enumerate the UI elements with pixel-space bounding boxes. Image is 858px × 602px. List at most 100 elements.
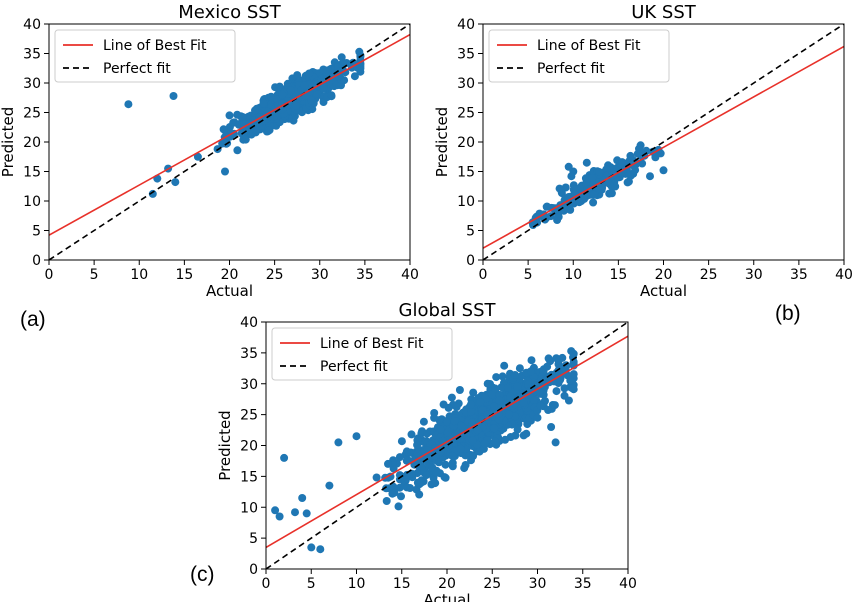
scatter-point [611,182,620,191]
perfect-fit-line [266,322,628,569]
scatter-point [316,545,325,554]
scatter-point [589,198,598,207]
scatter-point [291,101,300,110]
scatter-point [148,189,157,198]
scatter-point [543,362,552,371]
scatter-point [455,386,464,394]
scatter-point [169,92,178,100]
scatter-point [515,364,524,373]
scatter-point [265,126,274,134]
scatter-point [579,192,588,201]
scatter-point [501,435,510,444]
scatter-point [395,453,404,462]
y-tick-label: 5 [32,224,41,240]
scatter-point [434,458,443,467]
x-tick-label: 0 [262,576,271,592]
x-tick-label: 5 [307,576,316,592]
y-tick-label: 5 [466,224,475,240]
scatter-point [623,178,632,187]
scatter-series [528,141,668,229]
scatter-point [547,423,556,431]
x-tick-label: 20 [221,267,239,283]
y-tick-label: 35 [457,47,475,63]
scatter-point [300,81,309,90]
scatter-point [490,424,499,433]
scatter-point [402,456,411,465]
scatter-point [552,368,561,377]
scatter-point [221,167,229,176]
scatter-point [423,429,431,438]
chart-title: UK SST [631,2,697,23]
y-tick-label: 25 [457,106,475,122]
scatter-point [298,494,307,502]
y-tick-label: 0 [466,253,475,269]
scatter-point [564,396,573,405]
legend-label-best-fit: Line of Best Fit [320,336,424,352]
x-tick-label: 25 [700,267,718,283]
panel-label-c: (c) [190,563,215,586]
scatter-point [432,468,441,477]
y-tick-label: 10 [23,194,41,210]
x-tick-label: 10 [564,267,582,283]
y-tick-label: 0 [32,253,41,269]
x-tick-label: 10 [348,576,366,592]
scatter-point [467,407,476,416]
y-tick-label: 0 [249,562,258,578]
scatter-point [561,366,570,375]
y-axis-label: Predicted [433,107,451,177]
panel-mexico: 0 5 10 15 20 25 30 35 40 0 5 10 15 20 25 30 35 40 Mexico S… [0,2,419,300]
scatter-point [468,436,477,445]
scatter-point [500,361,509,370]
y-tick-label: 40 [240,315,258,331]
scatter-point [356,62,365,71]
scatter-point [441,473,450,482]
x-tick-label: 40 [835,267,853,283]
y-tick-label: 30 [240,377,258,393]
legend-box [271,327,453,381]
scatter-point [302,509,311,518]
scatter-point [259,99,268,108]
scatter-point [395,483,404,492]
y-tick-label: 20 [457,135,475,151]
scatter-point [659,166,668,175]
scatter-point [397,437,406,446]
scatter-point [550,401,559,410]
y-tick-label: 20 [23,135,41,151]
best-fit-line [49,33,410,236]
scatter-point [307,543,316,552]
scatter-point [511,431,520,440]
scatter-point [338,65,347,74]
scatter-point [490,402,498,411]
scatter-point [443,418,452,426]
panel-uk: 0 5 10 15 20 25 30 35 40 0 5 10 15 20 25 30 35 40 UK SST Ac… [433,2,853,300]
scatter-point [441,460,450,469]
scatter-point [544,354,553,363]
scatter-point [568,384,577,393]
scatter-point [325,481,334,490]
legend-label-best-fit: Line of Best Fit [537,38,641,54]
scatter-point [448,451,457,460]
scatter-point [417,478,426,487]
scatter-point [430,413,439,422]
scatter-point [511,371,519,379]
y-tick-label: 40 [23,17,41,33]
scatter-point [506,392,515,401]
scatter-point [334,438,343,447]
scatter-point [540,382,549,391]
best-fit-line [483,45,844,249]
scatter-point [569,349,578,358]
scatter-point [582,158,591,167]
scatter-point [646,172,654,181]
scatter-point [384,459,392,468]
scatter-point [422,471,431,480]
scatter-point [495,390,504,399]
scatter-point [480,439,489,448]
scatter-point [413,441,422,449]
x-tick-label: 10 [130,267,148,283]
scatter-point [389,464,398,473]
scatter-point [431,479,440,488]
legend-box [54,29,236,83]
scatter-point [522,429,531,438]
scatter-point [233,146,242,155]
